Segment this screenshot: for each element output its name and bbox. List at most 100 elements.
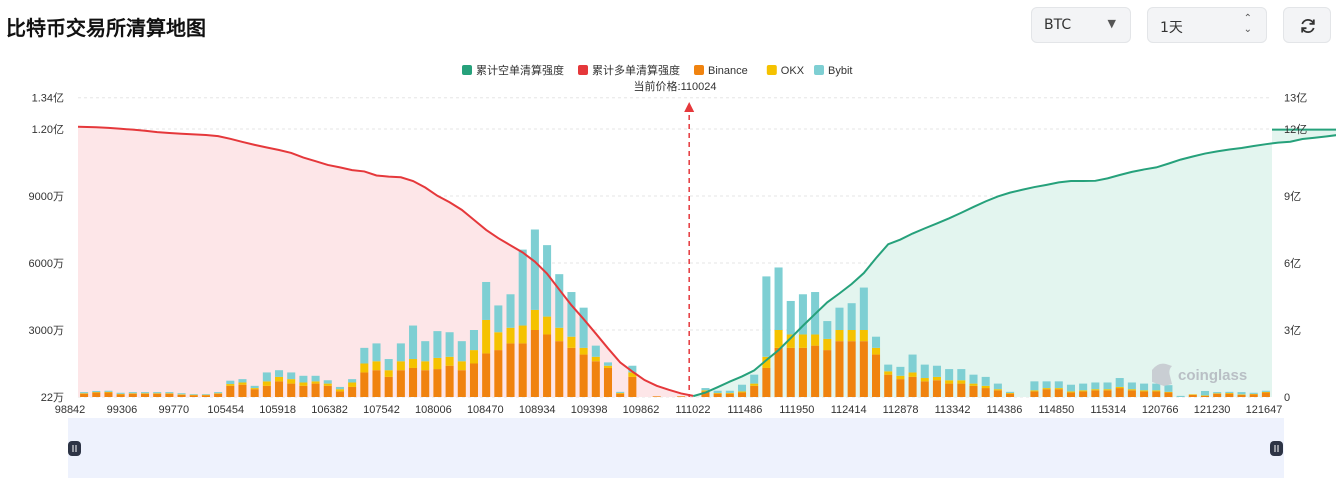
bar-bybit-97 [1261,390,1270,392]
legend: 累计空单清算强度 累计多单清算强度 Binance OKX Bybit [462,63,852,77]
slider-track[interactable] [68,418,1284,478]
x-tick-label: 112878 [883,404,919,416]
bar-bybit-26 [396,343,405,362]
bar-binance-75 [993,390,1002,397]
bar-bybit-87 [1140,383,1149,391]
bar-binance-33 [482,353,491,397]
x-tick-label: 111022 [675,404,710,416]
x-tick-label: 111950 [779,404,814,416]
legend-swatch [694,65,704,75]
bar-okx-75 [993,389,1002,391]
bar-okx-76 [1006,392,1015,394]
bar-okx-85 [1115,386,1124,389]
bar-okx-28 [421,361,430,371]
bar-binance-88 [1152,391,1161,397]
axes: 22万 0 3000万 3亿 6000万 6亿 9000万 9亿 1.20亿 12亿 1.34亿 13… [29,92,1308,416]
x-tick-label: 115314 [1090,404,1126,416]
bar-binance-16 [275,381,284,397]
bar-okx-83 [1091,389,1100,391]
bar-bybit-56 [762,276,771,357]
y-right-tick: 12亿 [1284,123,1307,136]
refresh-button[interactable] [1283,7,1331,43]
bar-binance-4 [128,393,137,397]
bar-okx-61 [823,338,832,351]
bar-okx-18 [299,382,308,386]
x-tick-label: 105454 [207,404,244,416]
bar-binance-9 [189,395,198,397]
bar-binance-40 [567,347,576,397]
bar-binance-70 [932,380,941,397]
bar-binance-38 [543,334,552,397]
bar-bybit-78 [1030,381,1039,391]
bar-okx-67 [896,375,905,380]
x-tick-label: 108470 [467,404,504,416]
bar-bybit-79 [1042,381,1051,389]
bar-okx-97 [1261,391,1270,393]
slider-handle-left[interactable] [68,441,81,456]
bar-binance-64 [859,341,868,397]
x-tick-label: 99770 [159,404,190,416]
bar-binance-71 [945,383,954,397]
bar-okx-14 [250,388,259,390]
bar-binance-0 [80,393,89,397]
x-tick-label: 120766 [1142,404,1179,416]
period-select[interactable]: 1天 ⌃ ⌄ [1147,7,1267,43]
bar-binance-47 [652,396,661,397]
bar-binance-56 [762,367,771,397]
bar-binance-87 [1140,391,1149,397]
bar-okx-74 [981,385,990,389]
bar-bybit-43 [603,362,613,366]
bar-bybit-73 [969,374,978,384]
slider-handle-right[interactable] [1270,441,1283,456]
bar-binance-15 [262,385,271,397]
bar-binance-95 [1237,394,1246,397]
bar-bybit-2 [104,390,113,392]
bar-okx-82 [1079,390,1088,392]
bar-bybit-93 [1213,392,1222,394]
bar-okx-37 [530,309,539,330]
x-tick-label: 109862 [623,404,660,416]
bar-binance-14 [250,389,259,397]
bar-binance-57 [774,347,783,397]
range-slider[interactable] [68,418,1284,478]
bar-okx-13 [238,382,247,385]
bar-okx-60 [811,334,820,346]
bar-bybit-59 [798,294,807,335]
bar-okx-87 [1140,390,1149,392]
bar-okx-32 [469,350,478,364]
bar-binance-84 [1103,390,1112,397]
bar-binance-45 [628,376,637,397]
bar-binance-65 [872,354,881,397]
bar-okx-45 [628,372,637,377]
bar-bybit-15 [262,372,271,382]
bar-okx-26 [396,361,405,371]
bar-bybit-7 [165,392,174,394]
y-right-tick: 0 [1284,392,1290,404]
bar-bybit-12 [226,380,235,385]
short-liquidation-line [692,128,1336,398]
bar-bybit-21 [335,386,344,390]
bar-bybit-62 [835,307,844,330]
bar-bybit-52 [713,390,722,393]
bar-okx-71 [945,380,954,384]
bar-binance-5 [140,393,150,397]
bar-okx-88 [1152,390,1161,392]
bar-binance-36 [518,343,527,397]
bar-bybit-53 [725,390,734,393]
bar-okx-33 [482,319,491,354]
bar-bybit-6 [153,392,162,394]
bar-bybit-32 [469,330,478,351]
bar-binance-34 [494,350,503,397]
legend-label: 累计多单清算强度 [592,63,680,77]
coin-select[interactable]: BTC ▼ [1031,7,1131,43]
bar-okx-89 [1164,391,1173,393]
bar-bybit-4 [128,392,137,394]
bar-bybit-81 [1066,384,1075,392]
bar-okx-4 [128,393,137,394]
bar-okx-5 [140,393,150,394]
bar-binance-97 [1261,392,1270,397]
bar-bybit-19 [311,375,320,382]
legend-item-4: Bybit [814,65,852,77]
bar-bybit-71 [945,369,954,381]
